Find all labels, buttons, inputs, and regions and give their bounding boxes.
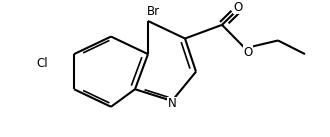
Text: O: O	[233, 1, 243, 14]
Text: O: O	[243, 46, 253, 59]
Text: Br: Br	[147, 5, 160, 18]
Text: N: N	[168, 97, 176, 110]
Text: Cl: Cl	[36, 57, 48, 70]
